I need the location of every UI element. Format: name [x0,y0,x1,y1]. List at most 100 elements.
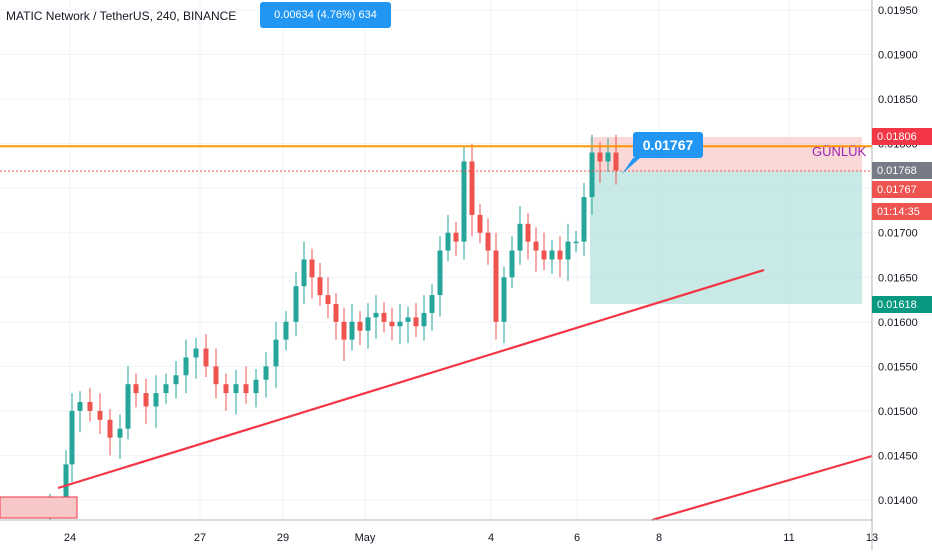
candle-body [333,304,339,322]
candle-body [325,295,331,304]
candle-body [557,250,563,260]
candle-body [77,402,83,411]
countdown-tag: 01:14:35 [872,203,932,220]
candle-body [397,321,403,327]
candle-body [107,419,113,438]
candle-body [605,152,611,162]
candle-body [533,241,539,251]
price-axis[interactable]: 0.019500.019000.018500.018000.017500.017… [878,5,918,507]
candle-body [445,232,451,251]
candle-body [125,384,131,429]
candle-body [381,312,387,322]
candle-body [405,317,411,322]
candle-body [309,259,315,278]
candle-body [485,232,491,251]
lower-trendline[interactable] [651,454,873,522]
time-tick-label: 29 [277,532,289,544]
candle-body [133,384,139,394]
time-tick-label: May [355,532,376,544]
resistance-price-tag: 0.01806 [872,128,932,145]
price-tick-label: 0.01900 [878,50,918,62]
candle-body [613,152,619,171]
time-tick-label: 6 [574,532,580,544]
candle-body [143,393,149,407]
measure-label: 0.00634 (4.76%) 634 [260,2,391,28]
candle-body [69,410,75,465]
candle-body [283,321,289,340]
candle-body [193,348,199,358]
candle-body [469,161,475,215]
price-tick-label: 0.01700 [878,228,918,240]
price-tick-label: 0.01550 [878,361,918,373]
candle-body [453,232,459,242]
candle-body [153,393,159,407]
candle-body [413,317,419,327]
candle-body [317,277,323,296]
candle-body [243,384,249,394]
candle-body [421,312,427,327]
candle-body [341,321,347,340]
candle-body [477,214,483,233]
candle-body [213,366,219,385]
candle-body [461,161,467,242]
time-axis[interactable]: 24 27 29 May 4 6 8 11 13 [64,532,878,544]
price-tick-label: 0.01600 [878,317,918,329]
target-price-tag: 0.01618 [872,296,932,313]
candle-body [233,384,239,394]
time-tick-label: 4 [488,532,494,544]
price-tick-label: 0.01500 [878,406,918,418]
candle-body [509,250,515,278]
candle-body [365,317,371,331]
candle-body [87,402,93,411]
candle-body [357,321,363,331]
callout-pointer [622,158,640,174]
candles [47,134,619,520]
symbol-title: MATIC Network / TetherUS, 240, BINANCE [6,9,237,23]
price-tick-label: 0.01950 [878,5,918,17]
candle-body [589,152,595,198]
candle-body [493,250,499,322]
candle-body [223,384,229,394]
candle-body [429,295,435,313]
bottom-box[interactable] [0,496,78,519]
zone-label: GÜNLÜK [812,144,867,159]
candle-body [263,366,269,380]
price-tick-label: 0.01850 [878,94,918,106]
price-tick-label: 0.01650 [878,272,918,284]
candle-body [273,339,279,367]
time-tick-label: 27 [194,532,206,544]
candle-body [437,250,443,296]
grid [0,0,873,520]
candle-body [525,223,531,242]
candle-body [517,223,523,251]
candle-body [597,152,603,162]
time-tick-label: 11 [783,532,794,544]
candle-body [203,348,209,367]
candle-body [293,286,299,322]
candle-body [163,384,169,394]
price-tick-label: 0.01400 [878,495,918,507]
time-tick-label: 13 [866,532,878,544]
candle-body [389,321,395,327]
candle-body [373,312,379,318]
candle-body [301,259,307,287]
candle-body [565,241,571,260]
candle-body [349,321,355,340]
candle-body [253,379,259,394]
current-price-tag: 0.01767 [872,181,932,198]
candle-body [549,250,555,260]
price-callout[interactable]: 0.01767 [633,132,703,158]
take-profit-zone[interactable] [590,171,862,304]
candle-body [183,357,189,376]
candle-body [501,277,507,322]
candle-body [581,197,587,242]
candle-body [573,241,579,244]
candle-body [97,410,103,420]
support-trendline[interactable] [57,268,765,490]
time-tick-label: 8 [656,532,662,544]
candle-body [117,428,123,438]
last-price-tag: 0.01768 [872,162,932,179]
candle-body [541,250,547,260]
